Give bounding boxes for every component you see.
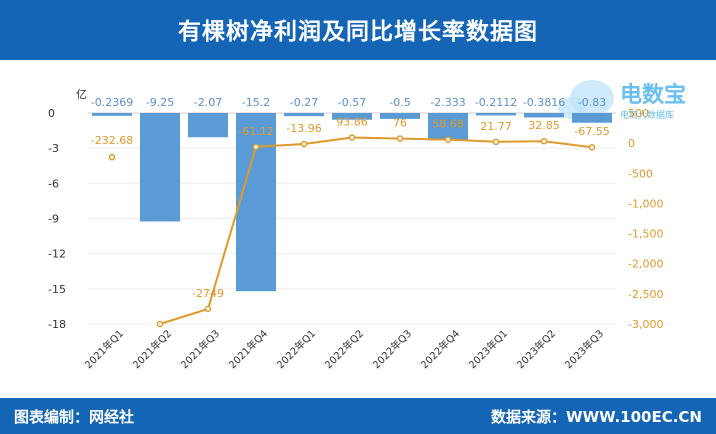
line-value-labels: -232.68 -2749 -61.12 -13.96 93.86 76 58.68 21.7… <box>91 115 610 299</box>
footer-credit: 图表编制：网经社 <box>14 408 135 426</box>
bar-value-label: -9.25 <box>146 96 174 109</box>
line-value-label: 21.77 <box>480 120 512 133</box>
line-value-label: 58.68 <box>432 118 464 131</box>
bar-value-label: -0.57 <box>338 96 366 109</box>
x-tick-label: 2023年Q3 <box>562 327 606 371</box>
line-point <box>588 143 596 151</box>
line-value-label: -67.55 <box>574 125 609 138</box>
bar <box>92 113 132 116</box>
footer-source: 数据来源：WWW.100EC.CN <box>491 408 702 426</box>
bar <box>188 113 228 138</box>
line-point <box>252 143 260 151</box>
bar <box>332 113 372 120</box>
y-axis-unit-label: 亿 <box>76 88 87 101</box>
chart-title: 有棵树净利润及同比增长率数据图 <box>178 19 538 45</box>
line-value-label: 76 <box>393 117 407 130</box>
line-point <box>540 137 548 145</box>
bar-value-labels: -0.2369 -9.25 -2.07 -15.2 -0.27 -0.57 -0.5 -2.3… <box>91 96 606 109</box>
bar-value-label: -15.2 <box>242 96 270 109</box>
y2-tick-label: -500 <box>628 167 653 180</box>
y-axis-right: 500 0 -500 -1,000 -1,500 -2,000 -2,500 -3,000 <box>628 107 663 331</box>
bar <box>140 113 180 222</box>
x-tick-label: 2022年Q2 <box>322 327 366 371</box>
x-tick-label: 2021年Q2 <box>130 327 174 371</box>
line-value-label: -61.12 <box>238 125 273 138</box>
bar-value-label: -0.5 <box>389 96 410 109</box>
y2-tick-label: 0 <box>628 137 635 150</box>
y2-tick-label: -2,500 <box>628 288 663 301</box>
footer-bar: 图表编制：网经社 数据来源：WWW.100EC.CN <box>0 398 716 434</box>
line-series <box>108 134 596 328</box>
bar <box>284 113 324 117</box>
x-tick-label: 2021年Q4 <box>226 327 270 371</box>
x-tick-label: 2022年Q3 <box>370 327 414 371</box>
line-path <box>159 136 593 325</box>
line-value-label: -232.68 <box>91 134 133 147</box>
x-tick-label: 2021年Q1 <box>82 327 126 371</box>
bar-value-label: -0.27 <box>290 96 318 109</box>
line-point <box>300 140 308 148</box>
y-axis-left: 0 -3 -6 -9 -12 -15 -18 <box>48 107 66 331</box>
chart-svg: 电数宝 电商大数据库 0 -3 -6 -9 -12 -15 -18 500 0 -500 -1,0… <box>48 80 686 371</box>
line-point <box>204 305 212 313</box>
x-tick-label: 2021年Q3 <box>178 327 222 371</box>
chart-area: 电数宝 电商大数据库 0 -3 -6 -9 -12 -15 -18 500 0 -500 -1,0… <box>0 60 716 398</box>
watermark-text: 电数宝 <box>620 82 686 108</box>
bar <box>380 113 420 119</box>
x-tick-label: 2022年Q1 <box>274 327 318 371</box>
x-tick-label: 2023年Q2 <box>514 327 558 371</box>
y-tick-label: -15 <box>48 283 66 296</box>
line-point <box>108 153 116 161</box>
x-axis-labels: 2021年Q1 2021年Q2 2021年Q3 2021年Q4 2022年Q1 2022年… <box>82 327 606 371</box>
y2-tick-label: -1,500 <box>628 228 663 241</box>
bar-value-label: -0.2112 <box>475 96 517 109</box>
bar <box>476 113 516 116</box>
y2-tick-label: -2,000 <box>628 258 663 271</box>
y-tick-label: -6 <box>48 177 59 190</box>
y-tick-label: -12 <box>48 248 66 261</box>
bar <box>524 113 564 118</box>
y2-tick-label: -1,000 <box>628 197 663 210</box>
line-point <box>444 136 452 143</box>
watermark-subtext: 电商大数据库 <box>620 109 674 121</box>
bar <box>428 113 468 141</box>
y2-tick-label: 500 <box>628 107 649 120</box>
line-value-label: -2749 <box>192 287 224 300</box>
title-bar: 有棵树净利润及同比增长率数据图 <box>0 0 716 60</box>
bar <box>572 113 612 123</box>
line-value-label: 93.86 <box>336 115 368 128</box>
bar-value-label: -0.2369 <box>91 96 133 109</box>
line-value-label: 32.85 <box>528 119 560 132</box>
x-tick-label: 2022年Q4 <box>418 327 462 371</box>
y-tick-label: -18 <box>48 318 66 331</box>
y2-tick-label: -3,000 <box>628 318 663 331</box>
bar-value-label: -0.3816 <box>523 96 565 109</box>
bar-value-label: -0.83 <box>578 96 606 109</box>
bar-value-label: -2.333 <box>430 96 465 109</box>
line-point <box>492 138 500 146</box>
y-tick-label: 0 <box>48 107 55 120</box>
bar-value-label: -2.07 <box>194 96 222 109</box>
line-value-label: -13.96 <box>286 122 321 135</box>
line-point <box>348 134 356 141</box>
bar-series <box>92 113 612 292</box>
line-point <box>396 135 404 142</box>
x-tick-label: 2023年Q1 <box>466 327 510 371</box>
bar <box>236 113 276 292</box>
y-tick-label: -9 <box>48 213 59 226</box>
line-point <box>156 320 164 328</box>
y-tick-label: -3 <box>48 142 59 155</box>
